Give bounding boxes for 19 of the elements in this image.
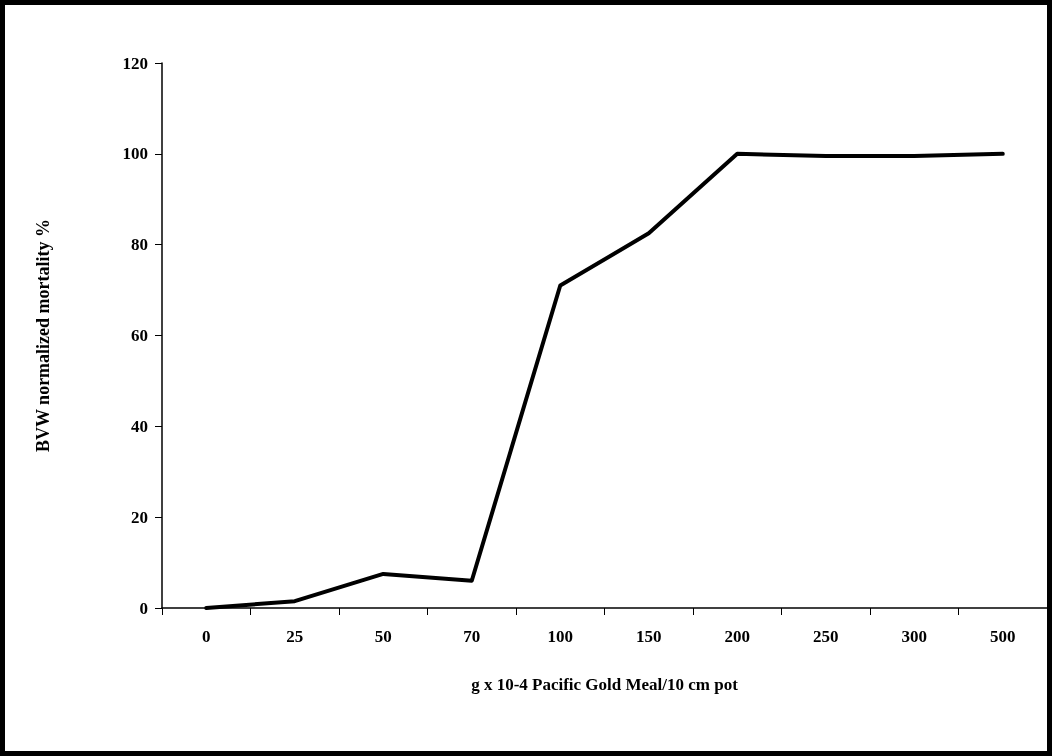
x-tick-label: 200 bbox=[724, 627, 750, 646]
x-tick-label: 100 bbox=[547, 627, 573, 646]
y-tick-label: 20 bbox=[131, 507, 148, 527]
x-tick-label: 25 bbox=[286, 627, 304, 646]
x-tick-label: 50 bbox=[374, 627, 392, 646]
x-tick-label: 70 bbox=[463, 627, 481, 646]
x-tick-label: 500 bbox=[990, 627, 1016, 646]
x-tick-label: 250 bbox=[813, 627, 839, 646]
y-tick-label: 0 bbox=[139, 598, 148, 618]
x-tick-label: 300 bbox=[901, 627, 927, 646]
y-tick-label: 120 bbox=[122, 53, 148, 73]
x-axis-title: g x 10-4 Pacific Gold Meal/10 cm pot bbox=[471, 675, 739, 694]
x-tick-label: 0 bbox=[202, 627, 211, 646]
y-tick-label: 100 bbox=[122, 144, 148, 164]
y-tick-label: 40 bbox=[131, 416, 148, 436]
y-tick-label: 60 bbox=[131, 326, 148, 345]
x-tick-label: 150 bbox=[636, 627, 662, 646]
y-tick-label: 80 bbox=[131, 235, 148, 255]
y-axis-title: BVW normalized mortality % bbox=[33, 218, 53, 453]
